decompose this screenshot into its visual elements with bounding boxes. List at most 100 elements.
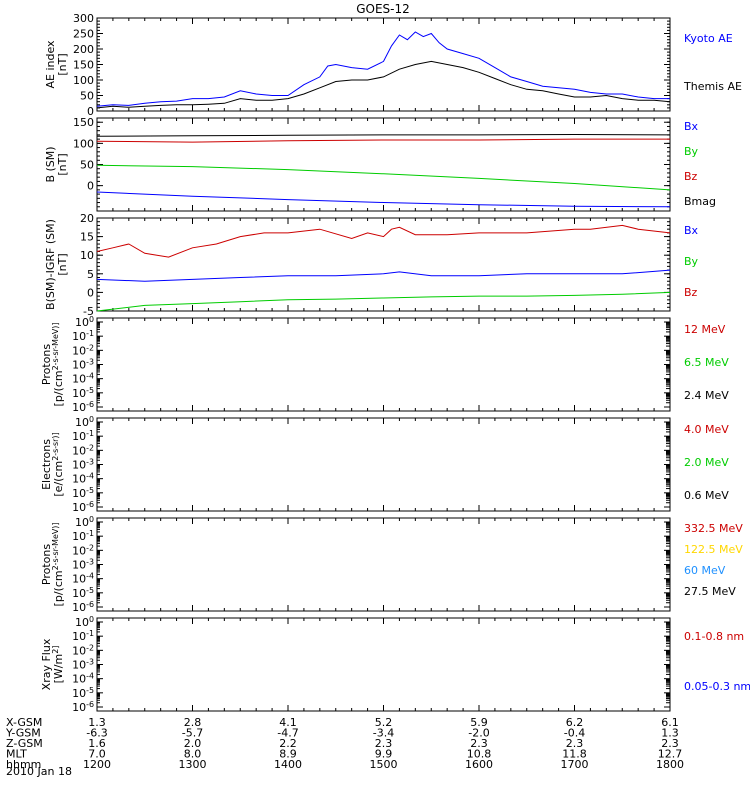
y-tick-label: 10-1 (72, 529, 94, 543)
y-axis-label: AE index (44, 40, 57, 89)
xaxis-row-value: 8.9 (279, 748, 297, 761)
y-axis-label: [W/m2] (51, 646, 65, 684)
legend-label: 0.05-0.3 nm (684, 680, 750, 693)
y-tick-label: 50 (80, 159, 94, 172)
series-line-by (96, 291, 671, 312)
y-tick-label: 10-5 (72, 486, 94, 500)
y-tick-label: 5 (87, 268, 94, 281)
legend-label: 12 MeV (684, 323, 726, 336)
xaxis-row-label: Z-GSM (6, 737, 43, 750)
xaxis-row-value: 1200 (83, 758, 111, 771)
xaxis-row-value: 2.3 (470, 737, 488, 750)
legend-label: Bz (684, 170, 698, 183)
xaxis-row-value: 12.7 (658, 748, 683, 761)
xaxis-row-value: 1700 (561, 758, 589, 771)
xaxis-row-value: -4.7 (277, 727, 298, 740)
legend-label: Bx (684, 120, 699, 133)
xaxis-row-value: 6.1 (661, 716, 679, 729)
date-label: 2010 Jan 18 (6, 765, 72, 778)
y-tick-label: 100 (75, 315, 94, 329)
y-tick-label: 0 (87, 180, 94, 193)
series-line-themis-ae (96, 60, 671, 109)
panel-1: 300 250 200 150 100 50 0 AE index [nT] Kyoto AE Th… (44, 12, 742, 118)
xaxis-row-value: -6.3 (86, 727, 107, 740)
y-tick-label: 10-2 (72, 543, 94, 557)
series-line-bx (96, 269, 671, 282)
legend-label: 6.5 MeV (684, 356, 729, 369)
xaxis-row-value: 1.3 (88, 716, 106, 729)
xaxis-row-value: 1800 (656, 758, 684, 771)
xaxis-row-value: 2.3 (566, 737, 584, 750)
panel-frame (96, 217, 671, 312)
y-tick-label: 10-4 (72, 372, 94, 386)
xaxis-row-value: 2.2 (279, 737, 297, 750)
xaxis-row-value: 7.0 (88, 748, 106, 761)
legend-label: 122.5 MeV (684, 543, 743, 556)
legend-label: 0.6 MeV (684, 489, 729, 502)
y-tick-label: 150 (73, 116, 94, 129)
xaxis-row-value: 8.0 (184, 748, 202, 761)
xaxis-row-value: 1500 (370, 758, 398, 771)
xaxis-row-label: hhmm (6, 758, 41, 771)
y-tick-label: 250 (73, 28, 94, 41)
xaxis-row-label: MLT (6, 748, 27, 761)
y-axis-unit: [nT] (56, 53, 69, 75)
y-axis-unit: [nT] (56, 253, 69, 275)
y-tick-label: 10-6 (72, 400, 94, 414)
xaxis-row-value: 6.2 (566, 716, 584, 729)
xaxis-row-value: 11.8 (562, 748, 587, 761)
y-tick-label: 10-2 (72, 343, 94, 357)
y-tick-label: 10-4 (72, 572, 94, 586)
series-line-bz (96, 138, 670, 143)
xaxis-row-value: 1.6 (88, 737, 106, 750)
y-tick-label: 100 (73, 137, 94, 150)
panel-frame (96, 417, 671, 512)
series-line-bmag (96, 133, 671, 137)
panel-frame (96, 617, 671, 712)
xaxis-row-value: 2.3 (375, 737, 393, 750)
legend-label: By (684, 145, 699, 158)
y-axis-label-top: Electrons (40, 439, 53, 490)
y-tick-label: 10-1 (72, 329, 94, 343)
y-tick-label: 10-5 (72, 386, 94, 400)
y-axis-unit: [nT] (56, 153, 69, 175)
y-tick-label: 10-6 (72, 600, 94, 614)
y-tick-label: 15 (80, 231, 94, 244)
y-tick-label: 300 (73, 12, 94, 25)
xaxis-row-value: 1.3 (661, 727, 679, 740)
y-tick-label: 10-2 (72, 443, 94, 457)
xaxis-row-value: 9.9 (375, 748, 393, 761)
y-tick-label: 10-3 (72, 658, 94, 672)
y-axis-label: [e/(cm2-s-sr)] (51, 432, 65, 496)
legend-label: Themis AE (683, 80, 742, 93)
legend-label: 2.4 MeV (684, 389, 729, 402)
xaxis-row-value: 1400 (274, 758, 302, 771)
legend-label: 27.5 MeV (684, 585, 736, 598)
y-tick-label: 10-1 (72, 429, 94, 443)
y-tick-label: 10 (80, 249, 94, 262)
y-tick-label: 100 (73, 74, 94, 87)
xaxis-row-value: 4.1 (279, 716, 297, 729)
xaxis-row-value: 5.2 (375, 716, 393, 729)
y-tick-label: 10-3 (72, 558, 94, 572)
legend-label: Kyoto AE (684, 32, 733, 45)
y-axis-label: B (SM) (44, 146, 57, 182)
panel-2: 150 100 50 0 B (SM) [nT] Bx By Bz Bmag (44, 116, 716, 212)
y-tick-label: 50 (80, 90, 94, 103)
y-tick-label: 10-1 (72, 629, 94, 643)
y-tick-label: 10-3 (72, 458, 94, 472)
y-tick-label: 0 (87, 105, 94, 118)
y-tick-label: 10-4 (72, 672, 94, 686)
legend-label: Bx (684, 224, 699, 237)
y-tick-label: -5 (83, 305, 94, 318)
xaxis-row-value: 2.0 (184, 737, 202, 750)
legend-label: 332.5 MeV (684, 522, 743, 535)
y-axis-label: [p/(cm2-s-sr-MeV)] (51, 523, 65, 607)
panel-3: 20 15 10 5 0 -5 B(SM)-IGRF (SM) [nT] Bx By Bz (44, 212, 699, 318)
y-tick-label: 10-5 (72, 586, 94, 600)
legend-label: Bz (684, 286, 698, 299)
xaxis-row-value: 10.8 (467, 748, 492, 761)
